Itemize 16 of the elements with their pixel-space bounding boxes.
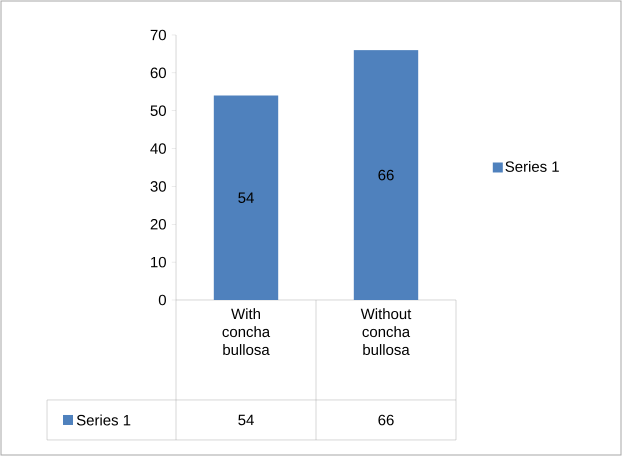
x-tick-label: With concha bullosa xyxy=(222,308,270,356)
legend-label: Series 1 xyxy=(505,160,559,172)
y-tick-label: 30 xyxy=(150,181,166,192)
y-tick-label: 0 xyxy=(158,294,166,306)
text: Series 1 xyxy=(76,414,130,426)
y-tick-label: 60 xyxy=(150,68,166,78)
text: 54 xyxy=(238,192,254,203)
y-tick-label: 10 xyxy=(151,256,166,268)
data-label: 54 xyxy=(238,414,254,426)
y-tick-label: 70 xyxy=(150,30,166,40)
y-tick-label: 40 xyxy=(150,143,166,154)
text: 66 xyxy=(378,170,394,180)
data-label: 66 xyxy=(378,414,394,426)
y-tick-label: 20 xyxy=(150,218,166,230)
y-tick-label: 50 xyxy=(150,105,166,116)
x-tick-label: Without concha bullosa xyxy=(360,308,412,356)
